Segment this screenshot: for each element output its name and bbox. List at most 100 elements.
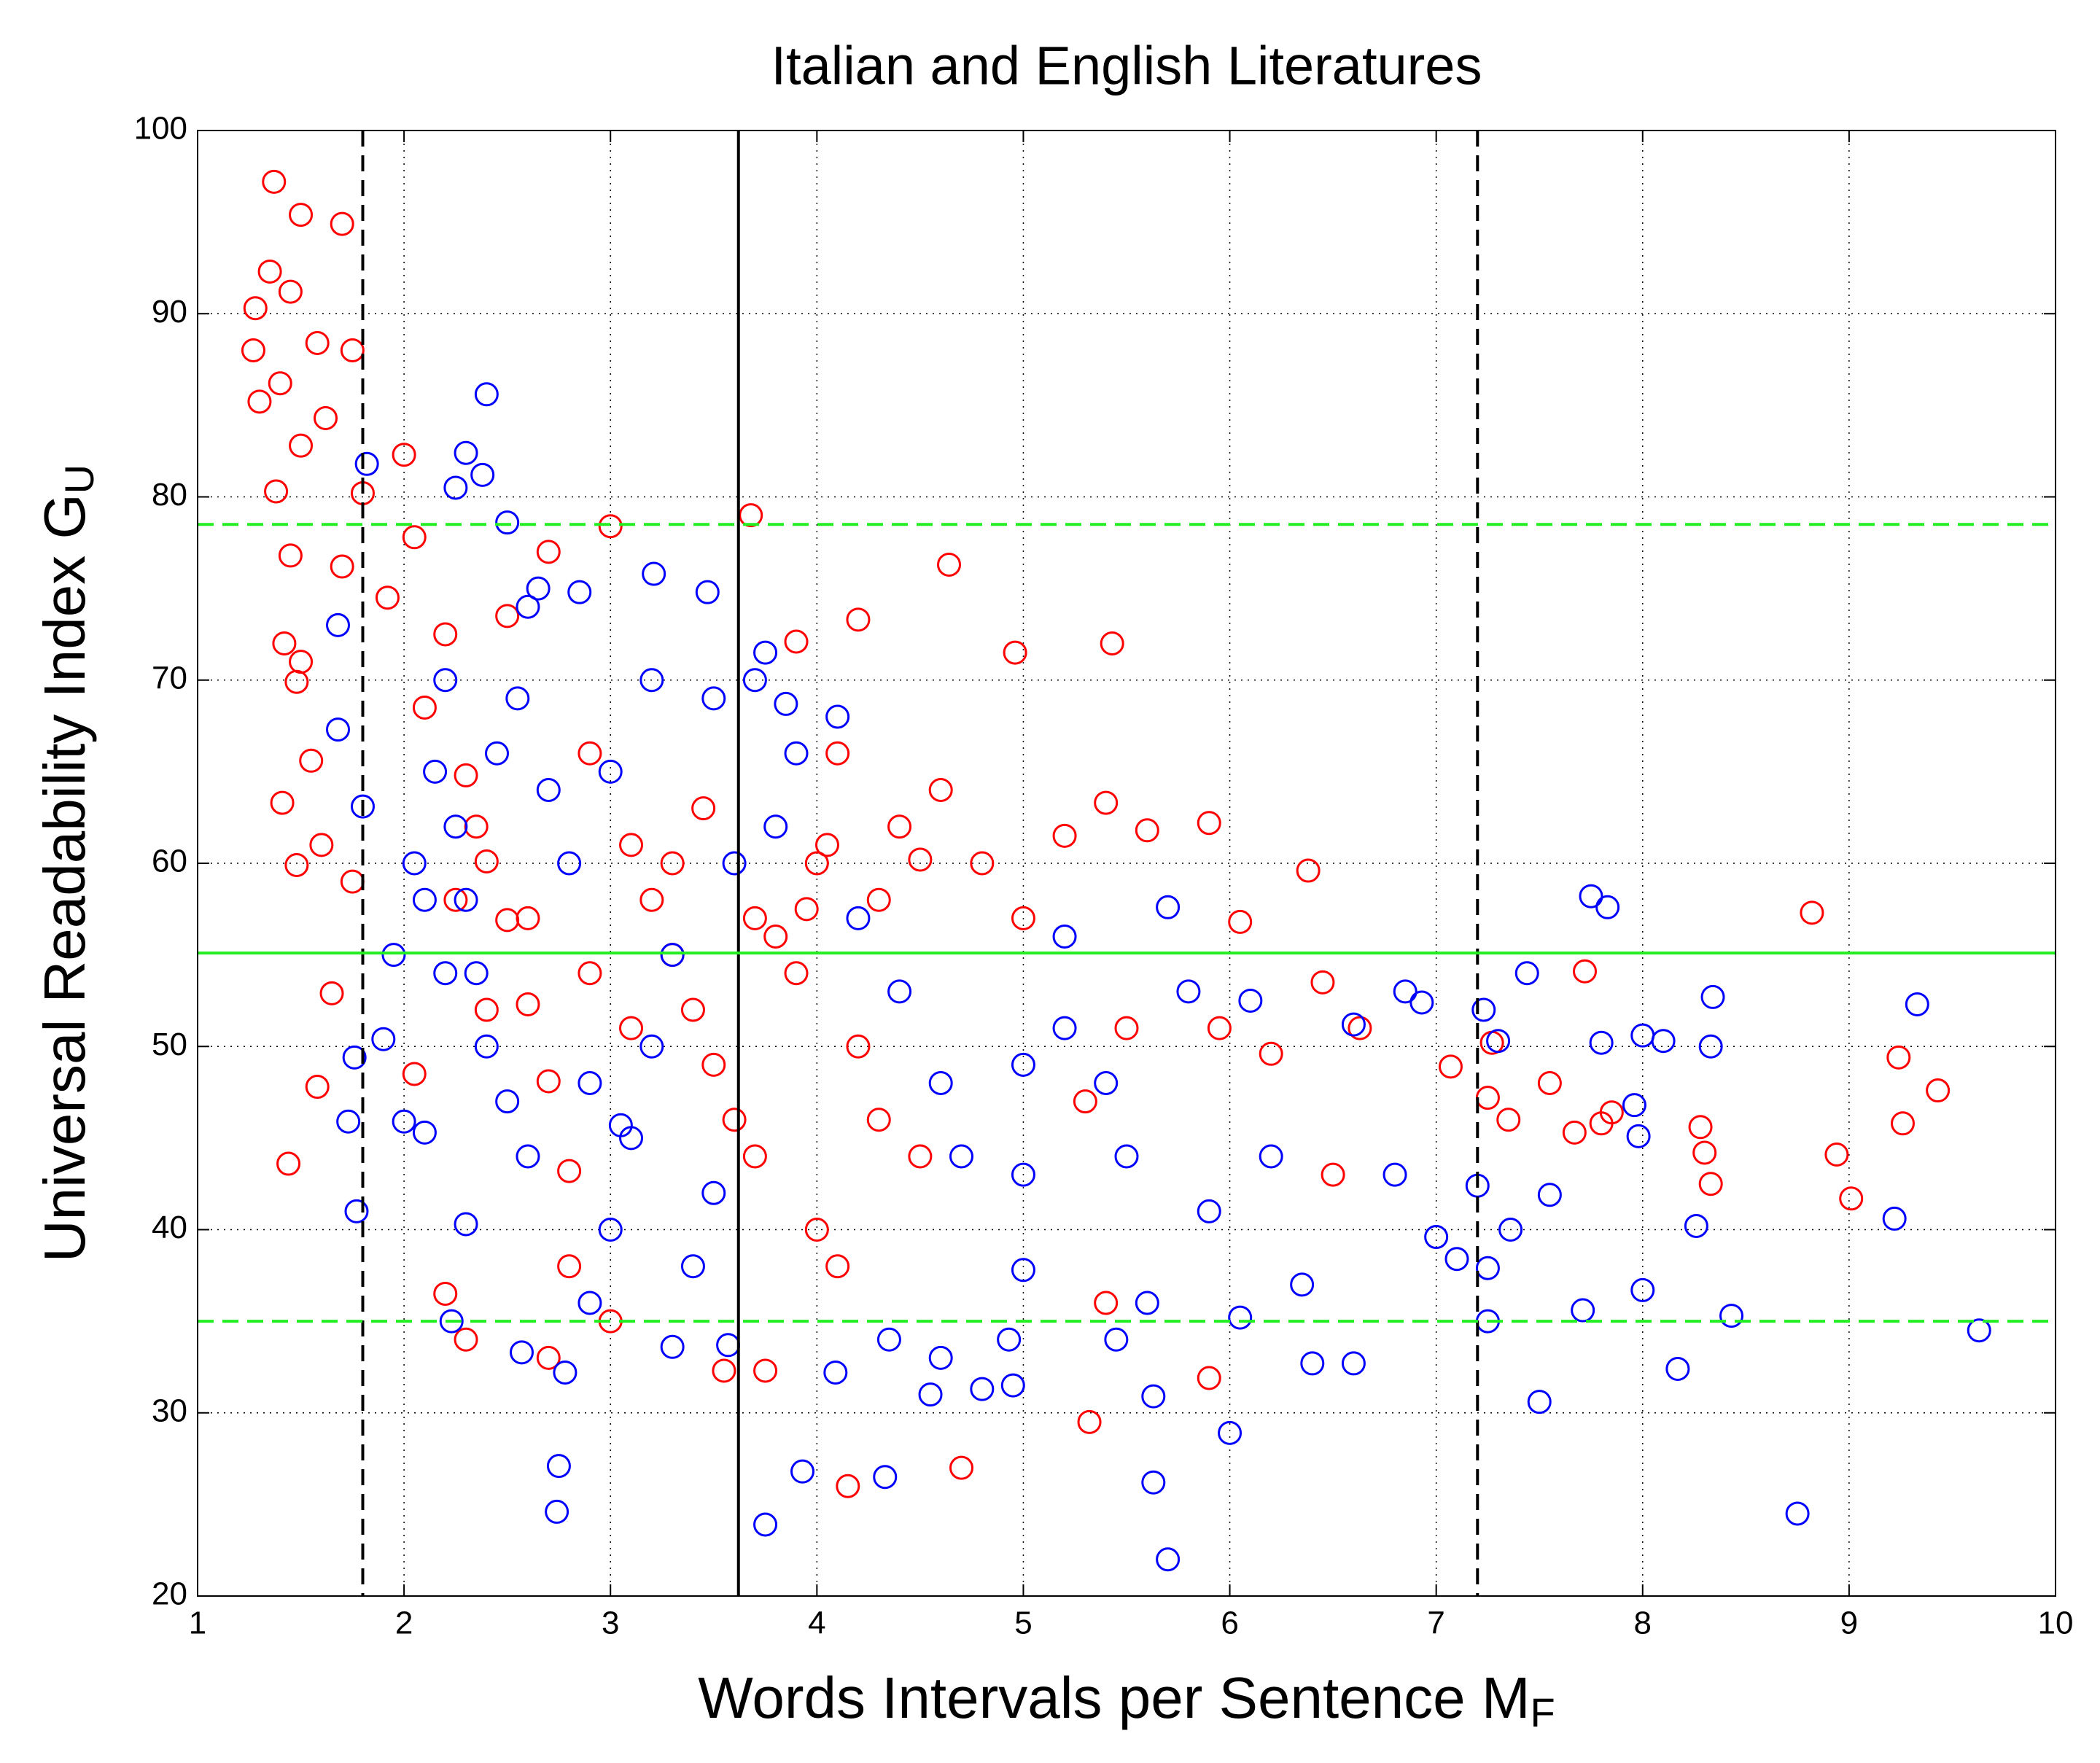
x-tick-label: 1 bbox=[189, 1606, 206, 1641]
data-point bbox=[1698, 1034, 1723, 1059]
data-point bbox=[495, 604, 520, 628]
x-tick-label: 6 bbox=[1221, 1606, 1238, 1641]
data-point bbox=[1156, 895, 1181, 919]
data-point bbox=[276, 1151, 301, 1176]
data-point bbox=[454, 887, 478, 912]
data-point bbox=[1156, 1547, 1181, 1572]
data-point bbox=[753, 1512, 778, 1537]
data-point bbox=[1000, 1373, 1025, 1398]
data-point bbox=[1100, 631, 1124, 655]
data-point bbox=[753, 640, 778, 665]
data-point bbox=[1599, 1100, 1624, 1125]
x-axis-label: Words Intervals per Sentence MF bbox=[698, 1665, 1555, 1735]
data-point bbox=[546, 1454, 571, 1479]
data-point bbox=[545, 1499, 569, 1524]
y-tick-label: 70 bbox=[152, 660, 187, 696]
data-point bbox=[742, 668, 767, 693]
data-point bbox=[454, 763, 478, 787]
data-point bbox=[443, 887, 468, 912]
data-point bbox=[639, 1034, 664, 1059]
data-point bbox=[794, 897, 819, 922]
data-point bbox=[1197, 811, 1221, 836]
data-point bbox=[1011, 1258, 1035, 1283]
data-point bbox=[784, 741, 809, 766]
data-point bbox=[402, 525, 427, 550]
data-point bbox=[268, 371, 292, 396]
data-point bbox=[1626, 1124, 1651, 1148]
data-point bbox=[742, 1144, 767, 1169]
data-point bbox=[598, 759, 623, 784]
data-point bbox=[433, 1281, 458, 1306]
data-point bbox=[1514, 961, 1539, 986]
data-point bbox=[680, 997, 705, 1022]
data-point bbox=[1094, 790, 1119, 815]
data-point bbox=[887, 979, 912, 1004]
data-point bbox=[619, 833, 644, 857]
data-point bbox=[814, 833, 839, 857]
data-point bbox=[660, 1334, 685, 1359]
data-point bbox=[309, 833, 334, 857]
data-point bbox=[1692, 1140, 1717, 1165]
data-point bbox=[846, 1034, 871, 1059]
data-point bbox=[1424, 1225, 1449, 1250]
y-tick-label: 100 bbox=[134, 111, 187, 147]
data-point bbox=[1700, 984, 1725, 1009]
y-label-sub: U bbox=[56, 464, 102, 494]
data-point bbox=[1207, 1016, 1232, 1040]
data-point bbox=[474, 849, 499, 873]
x-label-text: Words Intervals per Sentence M bbox=[698, 1665, 1530, 1730]
data-point bbox=[1197, 1199, 1221, 1223]
data-point bbox=[289, 433, 314, 458]
data-point bbox=[1228, 1305, 1253, 1330]
data-point bbox=[340, 338, 365, 362]
data-point bbox=[784, 629, 809, 654]
data-point bbox=[928, 778, 953, 802]
data-point bbox=[454, 1212, 478, 1237]
data-point bbox=[474, 382, 499, 407]
chart-title: Italian and English Literatures bbox=[771, 36, 1482, 96]
data-point bbox=[289, 203, 314, 227]
data-point bbox=[823, 1360, 848, 1385]
data-point bbox=[1527, 1390, 1552, 1414]
data-point bbox=[305, 330, 330, 355]
data-point bbox=[1475, 1256, 1500, 1280]
data-point bbox=[402, 851, 427, 876]
data-point bbox=[1684, 1213, 1708, 1238]
data-point bbox=[330, 211, 354, 236]
data-point bbox=[836, 1474, 860, 1498]
data-point bbox=[262, 169, 287, 194]
data-point bbox=[433, 622, 458, 647]
data-point bbox=[887, 814, 912, 839]
data-point bbox=[1688, 1115, 1713, 1140]
data-point bbox=[433, 668, 458, 693]
data-point bbox=[464, 961, 489, 986]
data-point bbox=[1886, 1045, 1911, 1070]
data-point bbox=[412, 695, 437, 720]
data-point bbox=[1300, 1351, 1325, 1376]
data-point bbox=[763, 814, 788, 839]
data-point bbox=[1094, 1071, 1119, 1095]
data-point bbox=[326, 612, 351, 637]
data-point bbox=[619, 1016, 644, 1040]
data-point bbox=[1218, 1420, 1242, 1445]
data-point bbox=[1114, 1016, 1139, 1040]
data-point bbox=[326, 717, 351, 742]
data-point bbox=[443, 814, 468, 839]
data-point bbox=[642, 561, 666, 586]
y-tick-label: 30 bbox=[152, 1393, 187, 1428]
data-point bbox=[1905, 992, 1929, 1016]
data-point bbox=[505, 686, 530, 711]
data-point bbox=[1630, 1277, 1655, 1302]
y-tick-label: 50 bbox=[152, 1027, 187, 1062]
data-point bbox=[928, 1071, 953, 1095]
data-point bbox=[1310, 970, 1335, 995]
data-point bbox=[567, 580, 592, 604]
data-point bbox=[1579, 884, 1603, 908]
data-point bbox=[247, 389, 272, 414]
data-point bbox=[344, 1199, 369, 1223]
data-point bbox=[701, 1180, 726, 1205]
data-point bbox=[474, 997, 499, 1022]
data-point bbox=[1409, 990, 1434, 1015]
data-point bbox=[464, 814, 489, 839]
x-tick-label: 4 bbox=[808, 1606, 825, 1641]
